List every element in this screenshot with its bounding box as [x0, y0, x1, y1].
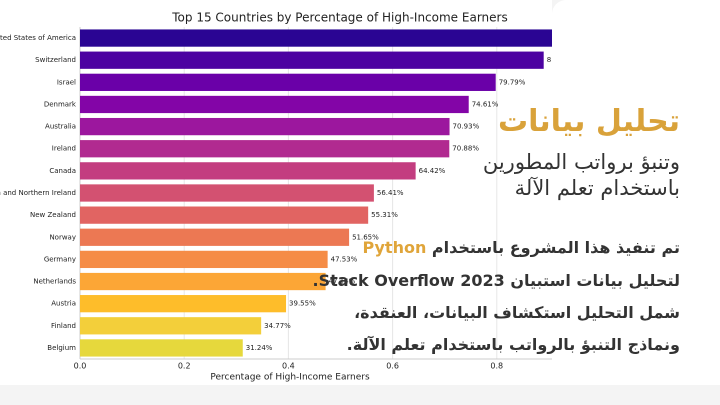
text: تم تنفيذ هذا المشروع باستخدام [426, 238, 680, 257]
y-tick-label: Belgium [47, 344, 76, 352]
y-tick-label: New Zealand [30, 211, 76, 219]
y-tick-label: Netherlands [33, 278, 76, 286]
y-tick-label: United Kingdom of Great Britain and Nort… [0, 189, 76, 197]
x-tick-label: 0.2 [178, 362, 191, 371]
bar [80, 250, 328, 269]
y-tick-label: Switzerland [35, 56, 76, 64]
value-label: 47.14% [329, 278, 356, 286]
y-tick-label: United States of America [0, 34, 76, 42]
x-tick-label: 0.0 [74, 362, 87, 371]
y-tick-label: Norway [49, 233, 76, 241]
value-label: 56.41% [377, 189, 404, 197]
y-tick-label: Germany [44, 255, 76, 263]
value-label: 70.88% [452, 145, 479, 153]
bar [80, 272, 326, 291]
text-panel [552, 0, 720, 385]
bar [80, 95, 469, 114]
bar [80, 184, 374, 202]
y-tick-label: Ireland [52, 145, 76, 153]
x-tick-label: 0.6 [386, 362, 399, 371]
bar [80, 317, 262, 335]
slide-subtitle: باستخدام تعلم الآلة [514, 176, 680, 200]
x-tick-label: 0.8 [490, 362, 503, 371]
y-tick-label: Australia [45, 123, 76, 131]
highlight: Python [362, 238, 427, 257]
value-label: 31.24% [246, 344, 273, 352]
bar [80, 73, 496, 91]
chart-title: Top 15 Countries by Percentage of High-I… [171, 11, 507, 25]
value-label: 47.53% [331, 255, 358, 263]
y-tick-label: Finland [51, 322, 76, 330]
x-axis-label: Percentage of High-Income Earners [210, 373, 370, 383]
bar [80, 295, 287, 313]
value-label: 79.79% [499, 78, 526, 86]
y-tick-label: Denmark [44, 100, 77, 108]
paragraph-line: تم تنفيذ هذا المشروع باستخدام Python [362, 238, 680, 257]
bar [80, 29, 552, 47]
x-tick-label: 0.4 [282, 362, 295, 371]
value-label: 74.61% [472, 100, 499, 108]
y-tick-label: Canada [49, 167, 76, 175]
bar [80, 162, 416, 180]
bar [80, 117, 450, 136]
y-tick-label: Israel [57, 78, 76, 86]
value-label: 39.55% [289, 300, 316, 308]
bar [80, 206, 369, 224]
paragraph-line: شمل التحليل استكشاف البيانات، العنقدة، [354, 303, 680, 322]
bar [80, 140, 450, 158]
value-label: 34.77% [264, 322, 291, 330]
paragraph-line: ونماذج التنبؤ بالرواتب باستخدام تعلم الآ… [346, 335, 680, 354]
value-label: 8 [547, 56, 551, 64]
bar [80, 228, 350, 246]
value-label: 70.93% [453, 123, 480, 131]
value-label: 51.65% [352, 233, 379, 241]
slide-title: تحليل بيانات [497, 104, 680, 139]
slide-subtitle: وتنبؤ برواتب المطورين [482, 150, 680, 174]
value-label: 55.31% [371, 211, 398, 219]
value-label: 64.42% [419, 167, 446, 175]
bar [80, 51, 544, 69]
y-tick-label: Austria [51, 300, 76, 308]
chart: Top 15 Countries by Percentage of High-I… [0, 0, 552, 385]
paragraph-line: لتحليل بيانات استبيان Stack Overflow 202… [312, 271, 681, 290]
bar [80, 339, 243, 357]
